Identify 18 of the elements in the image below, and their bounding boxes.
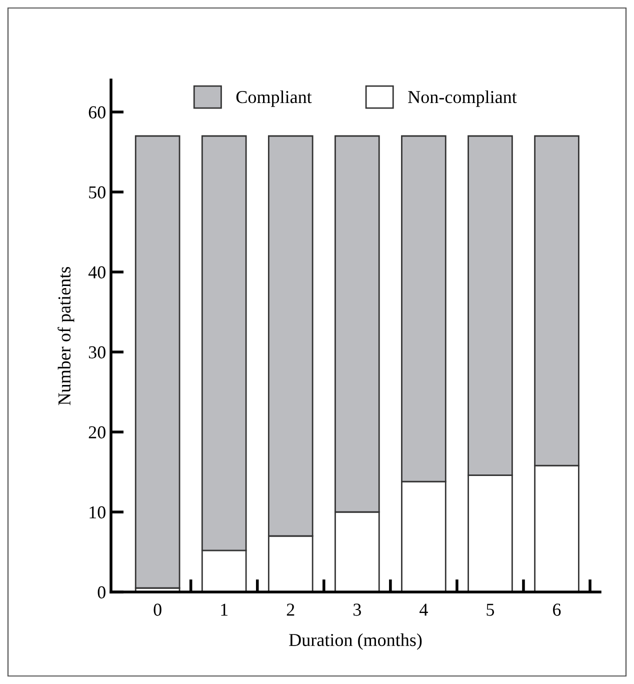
- y-tick-label: 40: [88, 266, 106, 278]
- x-tick-label: 0: [154, 604, 162, 616]
- y-tick-label: 10: [90, 506, 106, 518]
- y-tick-label: 50: [89, 186, 106, 198]
- x-axis-title: Duration (months): [289, 633, 422, 650]
- x-tick-label: 4: [420, 604, 428, 616]
- legend-label: Compliant: [236, 90, 312, 107]
- x-tick-label: 1: [221, 604, 228, 616]
- y-tick-label: 20: [88, 426, 106, 438]
- y-tick-label: 0: [98, 586, 106, 598]
- x-tick-label: 6: [553, 604, 561, 616]
- x-tick-label: 2: [286, 604, 294, 616]
- y-tick-label: 30: [88, 346, 106, 358]
- y-tick-label: 60: [88, 106, 106, 118]
- x-tick-label: 5: [486, 604, 494, 616]
- y-axis-title: Number of patients: [58, 266, 74, 406]
- x-tick-label: 3: [354, 604, 361, 616]
- legend-label: Non-compliant: [408, 90, 517, 107]
